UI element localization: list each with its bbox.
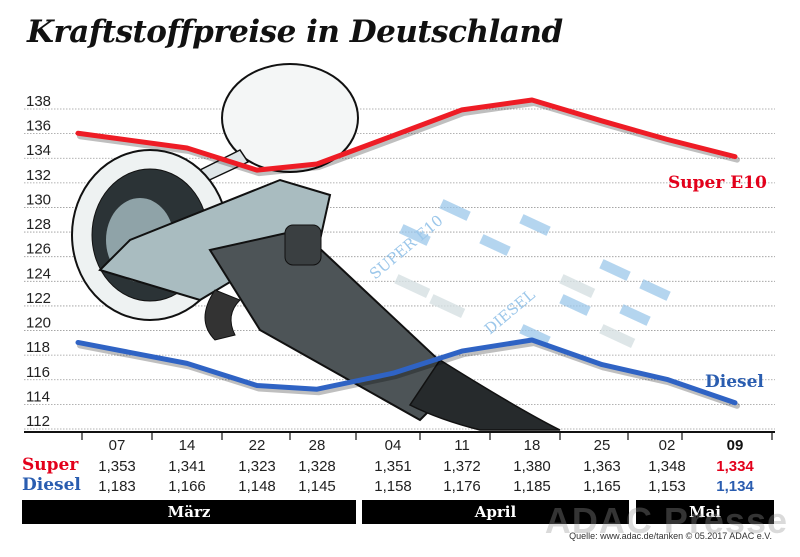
x-tick-label: 18 <box>523 437 541 454</box>
data-label-diesel: 1,145 <box>298 478 336 495</box>
fuel-hose <box>408 358 561 431</box>
x-tick-label: 22 <box>248 437 266 454</box>
data-label-diesel: 1,176 <box>443 478 481 495</box>
data-label-diesel: 1,185 <box>513 478 551 495</box>
fuel-cap-lid <box>221 63 359 173</box>
y-tick-label: 114 <box>26 388 50 405</box>
chart-title: Kraftstoffpreise in Deutschland <box>27 14 563 50</box>
x-tick-label: 04 <box>384 437 402 454</box>
data-label-diesel: 1,165 <box>583 478 621 495</box>
data-label-super: 1,372 <box>443 458 481 475</box>
nozzle-spout <box>98 178 332 302</box>
x-tick-label: 09 <box>726 437 744 454</box>
source-note: Quelle: www.adac.de/tanken © 05.2017 ADA… <box>569 531 772 541</box>
data-label-super: 1,351 <box>374 458 412 475</box>
y-tick-label: 136 <box>26 118 51 135</box>
series-line-diesel <box>75 337 738 406</box>
y-tick-label: 132 <box>26 167 51 184</box>
digit-decoration <box>399 199 671 346</box>
month-bar-maerz: März <box>22 500 356 524</box>
y-tick-label: 116 <box>26 364 50 381</box>
y-tick-label: 120 <box>26 315 51 332</box>
x-tick-label: 07 <box>108 437 126 454</box>
data-label-diesel: 1,166 <box>168 478 206 495</box>
legend-diesel: Diesel <box>705 372 764 392</box>
data-label-diesel: 1,158 <box>374 478 412 495</box>
y-tick-label: 128 <box>26 216 51 233</box>
digit-decoration-light <box>394 274 636 348</box>
series-lines <box>75 97 740 409</box>
data-label-diesel: 1,183 <box>98 478 136 495</box>
y-tick-label: 130 <box>26 191 51 208</box>
date-row: 07 14 22 28 04 11 18 25 02 09 <box>0 437 790 455</box>
y-tick-label: 118 <box>26 339 50 356</box>
diesel-values-row: 1,183 1,166 1,148 1,145 1,158 1,176 1,185 1,165… <box>0 478 790 496</box>
data-label-super: 1,353 <box>98 458 136 475</box>
row-label-super: Super <box>22 455 79 475</box>
watermark: ADAC Presse <box>544 500 788 541</box>
y-tick-label: 124 <box>26 265 51 282</box>
x-tick-label: 14 <box>178 437 196 454</box>
month-bar-mai: Mai <box>636 500 774 524</box>
super-values-row: 1,353 1,341 1,323 1,328 1,351 1,372 1,380 1,363… <box>0 458 790 476</box>
data-label-super: 1,334 <box>716 458 754 475</box>
illustration-label-super: SUPER E10 <box>366 211 447 283</box>
data-label-diesel: 1,148 <box>238 478 276 495</box>
legend-super-e10: Super E10 <box>668 173 767 193</box>
x-tick-label: 28 <box>308 437 326 454</box>
x-tick-label: 11 <box>454 437 470 454</box>
data-label-diesel: 1,134 <box>716 478 754 495</box>
data-label-super: 1,323 <box>238 458 276 475</box>
data-label-super: 1,380 <box>513 458 551 475</box>
y-tick-label: 138 <box>26 93 51 110</box>
nozzle-cap <box>284 224 322 266</box>
data-label-super: 1,348 <box>648 458 686 475</box>
month-bar-april: April <box>362 500 629 524</box>
y-tick-label: 112 <box>26 413 50 430</box>
data-label-super: 1,341 <box>168 458 206 475</box>
y-tick-label: 134 <box>26 142 51 159</box>
x-tick-label: 25 <box>593 437 611 454</box>
data-label-diesel: 1,153 <box>648 478 686 495</box>
nozzle-trigger <box>204 289 241 341</box>
y-tick-label: 126 <box>26 241 51 258</box>
y-tick-label: 122 <box>26 290 51 307</box>
x-axis <box>24 431 775 440</box>
series-line-super <box>75 97 738 173</box>
data-label-super: 1,363 <box>583 458 621 475</box>
data-label-super: 1,328 <box>298 458 336 475</box>
row-label-diesel: Diesel <box>22 475 81 495</box>
x-tick-label: 02 <box>658 437 676 454</box>
